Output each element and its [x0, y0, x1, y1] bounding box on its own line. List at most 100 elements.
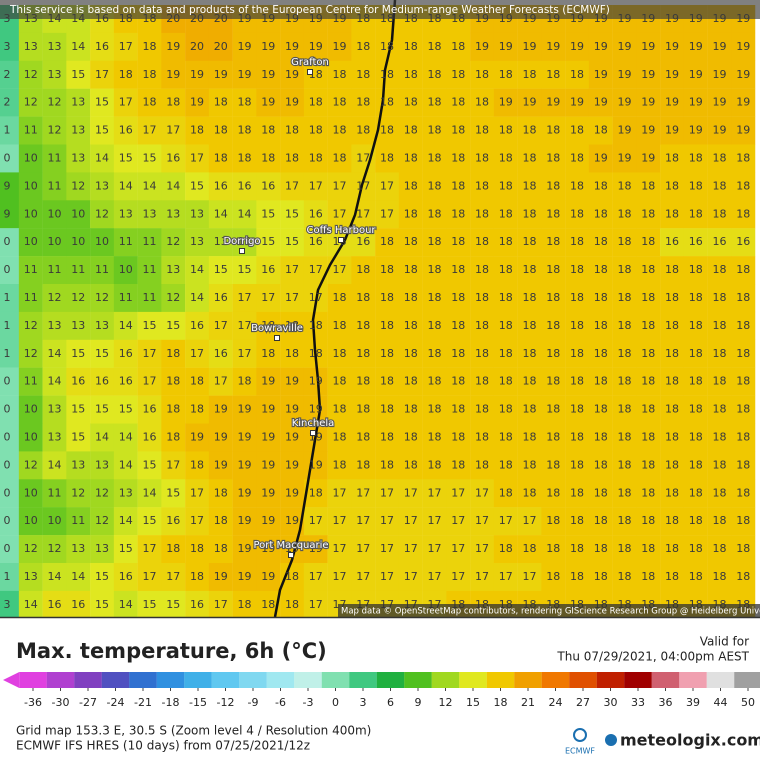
grid-value: 18 — [618, 179, 632, 192]
grid-cell — [113, 284, 138, 313]
grid-cell — [541, 88, 566, 117]
grid-cell — [90, 144, 114, 173]
grid-value: 15 — [238, 263, 252, 276]
grid-value: 18 — [214, 96, 228, 109]
grid-cell — [280, 479, 304, 508]
grid-cell — [660, 144, 684, 173]
grid-cell — [185, 116, 209, 145]
valid-label: Valid for — [700, 635, 749, 649]
grid-cell — [280, 590, 304, 619]
grid-value: 17 — [380, 570, 394, 583]
grid-cell — [398, 479, 423, 508]
grid-value: 0 — [4, 375, 11, 388]
grid-value: 18 — [499, 207, 513, 220]
grid-cell — [161, 144, 186, 173]
grid-cell — [208, 228, 233, 257]
grid-value: 18 — [499, 263, 513, 276]
grid-value: 18 — [451, 319, 465, 332]
grid-value: 15 — [95, 96, 109, 109]
grid-cell — [0, 116, 19, 145]
grid-cell — [18, 451, 43, 480]
grid-value: 18 — [499, 375, 513, 388]
grid-value: 18 — [546, 235, 560, 248]
grid-value: 18 — [570, 152, 584, 165]
grid-cell — [303, 116, 328, 145]
grid-cell — [185, 228, 209, 257]
grid-cell — [541, 367, 566, 396]
grid-cell — [493, 228, 518, 257]
grid-value: 14 — [48, 570, 62, 583]
grid-cell — [493, 256, 518, 285]
grid-cell — [18, 339, 43, 368]
grid-cell — [18, 507, 43, 536]
grid-cell — [161, 395, 186, 424]
grid-cell — [470, 172, 494, 201]
grid-value: 18 — [523, 152, 537, 165]
colorbar-segment — [486, 672, 515, 688]
grid-value: 18 — [499, 179, 513, 192]
grid-value: 17 — [214, 598, 228, 611]
grid-cell — [683, 451, 708, 480]
colorbar-segment — [349, 672, 377, 688]
grid-cell — [256, 144, 281, 173]
grid-value: 19 — [285, 96, 299, 109]
grid-cell — [588, 311, 613, 340]
grid-value: 19 — [309, 375, 323, 388]
place-marker — [338, 237, 344, 243]
grid-cell — [541, 451, 566, 480]
grid-value: 3 — [4, 40, 11, 53]
grid-value: 18 — [713, 179, 727, 192]
grid-cell — [517, 172, 542, 201]
grid-value: 18 — [333, 152, 347, 165]
grid-value: 18 — [285, 124, 299, 137]
grid-value: 18 — [523, 403, 537, 416]
grid-cell — [90, 116, 114, 145]
grid-cell — [683, 395, 708, 424]
places: Grafton Coffs Harbour Dorrigo Bowraville Kin… — [222, 56, 378, 558]
grid-value: 18 — [475, 403, 489, 416]
grid-cell — [422, 479, 447, 508]
grid-value: 18 — [641, 347, 655, 360]
grid-value: 18 — [261, 347, 275, 360]
colorbar-tick-label: 33 — [631, 696, 645, 709]
grid-cell — [588, 423, 613, 452]
grid-cell — [731, 228, 756, 257]
colorbar-segment — [404, 672, 432, 688]
grid-value: 18 — [546, 514, 560, 527]
grid-value: 17 — [380, 514, 394, 527]
grid-cell — [232, 172, 257, 201]
grid-cell — [565, 311, 589, 340]
grid-cell — [18, 200, 43, 229]
grid-cell — [232, 395, 257, 424]
grid-cell — [683, 32, 708, 61]
grid-cell — [446, 228, 471, 257]
grid-value: 0 — [4, 458, 11, 471]
grid-cell — [256, 507, 281, 536]
grid-cell — [185, 367, 209, 396]
grid-cell — [113, 116, 138, 145]
grid-value: 18 — [546, 403, 560, 416]
grid-value: 17 — [451, 570, 465, 583]
grid-cell — [398, 228, 423, 257]
grid-cell — [446, 88, 471, 117]
colorbar-tick-label: 39 — [686, 696, 700, 709]
grid-value: 19 — [618, 124, 632, 137]
grid-value: 19 — [523, 40, 537, 53]
grid-value: 18 — [546, 152, 560, 165]
grid-value: 18 — [190, 124, 204, 137]
grid-value: 17 — [428, 514, 442, 527]
grid-value: 10 — [48, 235, 62, 248]
grid-cell — [493, 395, 518, 424]
grid-cell — [493, 116, 518, 145]
grid-cell — [660, 479, 684, 508]
grid-value: 18 — [641, 570, 655, 583]
grid-cell — [636, 200, 661, 229]
grid-value: 16 — [119, 375, 133, 388]
grid-value: 18 — [451, 458, 465, 471]
grid-cell — [493, 144, 518, 173]
grid-cell — [375, 116, 399, 145]
grid-value: 19 — [689, 68, 703, 81]
grid-cell — [541, 479, 566, 508]
grid-value: 12 — [71, 486, 85, 499]
grid-cell — [731, 200, 756, 229]
